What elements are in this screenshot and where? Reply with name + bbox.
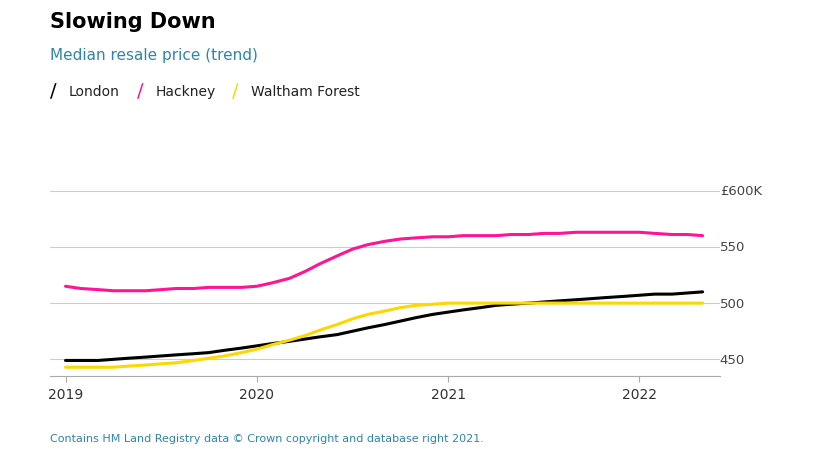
Text: Waltham Forest: Waltham Forest: [251, 85, 359, 99]
Text: ∕: ∕: [232, 82, 238, 101]
Text: London: London: [69, 85, 120, 99]
Text: ∕: ∕: [50, 82, 57, 101]
Text: 550: 550: [719, 241, 744, 254]
Text: Hackney: Hackney: [155, 85, 216, 99]
Text: Contains HM Land Registry data © Crown copyright and database right 2021.: Contains HM Land Registry data © Crown c…: [50, 433, 483, 443]
Text: £600K: £600K: [719, 185, 761, 198]
Text: ∕: ∕: [137, 82, 144, 101]
Text: Median resale price (trend): Median resale price (trend): [50, 48, 257, 63]
Text: 500: 500: [719, 297, 744, 310]
Text: Slowing Down: Slowing Down: [50, 11, 216, 31]
Text: 450: 450: [719, 353, 744, 366]
